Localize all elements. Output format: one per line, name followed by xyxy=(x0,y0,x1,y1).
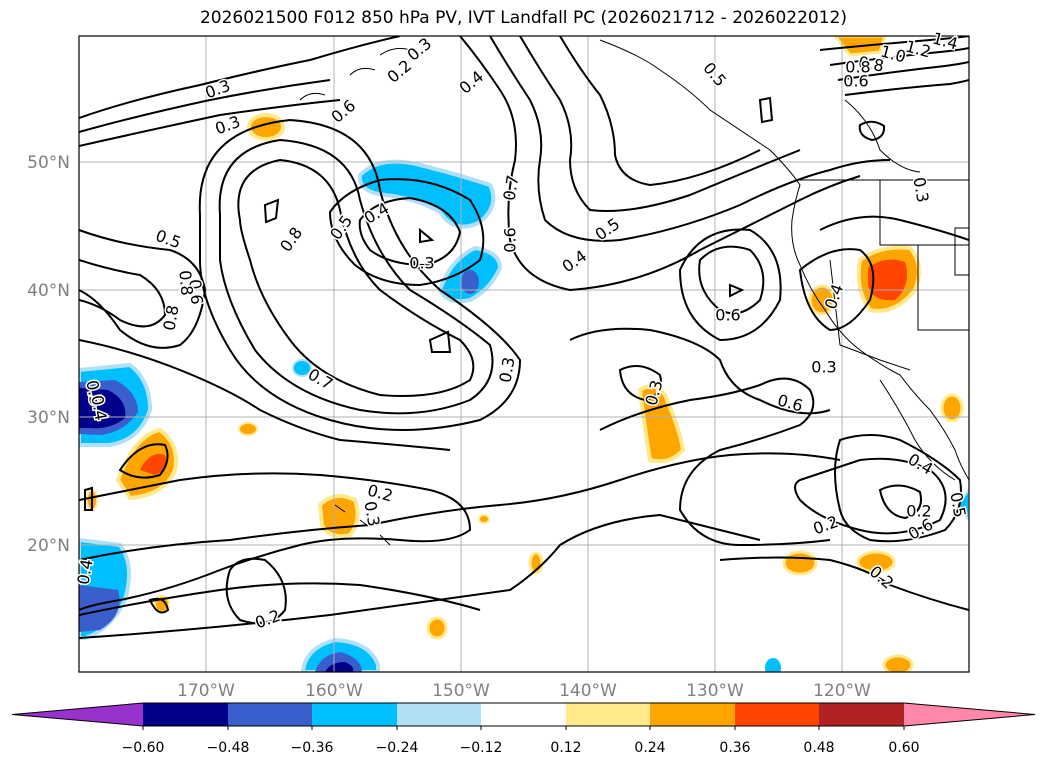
colorbar-tick: −0.60 xyxy=(122,740,165,756)
contour-label: 0.2 xyxy=(906,502,931,521)
gridlines xyxy=(79,36,969,672)
colorbar-ticks: −0.60 −0.48 −0.36 −0.24 −0.12 0.12 0.24 … xyxy=(122,740,920,756)
colorbar-segment xyxy=(481,703,566,726)
coastlines xyxy=(299,39,969,546)
colorbar-tick: −0.48 xyxy=(207,740,250,756)
colorbar-segment xyxy=(143,703,228,726)
contour-label: 0.3 xyxy=(642,378,667,408)
colorbar-segment xyxy=(12,703,143,726)
contour-label: 0.6 xyxy=(715,306,740,325)
contour-label: 0.8 xyxy=(175,269,196,296)
plot-frame xyxy=(78,35,970,673)
lon-label: 130°W xyxy=(686,681,744,701)
lon-label: 150°W xyxy=(432,681,490,701)
axis-labels: 50°N 40°N 30°N 20°N 170°W 160°W 150°W 14… xyxy=(27,153,871,701)
colorbar-segment xyxy=(650,703,735,726)
colorbar-tick: 0.36 xyxy=(719,740,750,756)
colorbar-segment xyxy=(904,703,1035,726)
contour-label: 0.8 xyxy=(845,58,870,77)
contour-label: 0.6 xyxy=(843,72,868,91)
colorbar-tick: −0.24 xyxy=(376,740,419,756)
contour-label: 0.3 xyxy=(82,379,105,407)
contour-label: 0.4 xyxy=(87,394,110,422)
plot-area xyxy=(79,36,969,672)
colorbar-tick: 0.24 xyxy=(634,740,665,756)
contour-label: 0.6 xyxy=(501,227,520,252)
colorbar-segment xyxy=(566,703,650,726)
colorbar-segment xyxy=(735,703,819,726)
lon-label: 170°W xyxy=(177,681,235,701)
contour-labels: 0.30.30.40.60.20.30.5 0.81.01.21.40.80.60… xyxy=(72,27,971,634)
negative-pv-shading xyxy=(79,159,969,672)
map-title: 2026021500 F012 850 hPa PV, IVT Landfall… xyxy=(199,8,847,28)
colorbar-tick: 0.60 xyxy=(888,740,919,756)
colorbar xyxy=(11,702,1036,730)
contour-label: 0.3 xyxy=(409,254,434,273)
pv-contours xyxy=(79,36,969,639)
lon-label: 160°W xyxy=(305,681,363,701)
colorbar-tick: 0.12 xyxy=(550,740,581,756)
colorbar-tick: −0.36 xyxy=(291,740,334,756)
lat-label: 30°N xyxy=(27,408,70,428)
lat-label: 20°N xyxy=(27,536,70,556)
colorbar-segment xyxy=(819,703,904,726)
positive-pv-shading xyxy=(86,36,964,672)
lon-label: 140°W xyxy=(559,681,617,701)
colorbar-tick: −0.12 xyxy=(460,740,503,756)
colorbar-segment xyxy=(397,703,481,726)
contour-label: 0.3 xyxy=(811,358,836,377)
colorbar-segment xyxy=(228,703,312,726)
lon-label: 120°W xyxy=(813,681,871,701)
contour-label: 0.6 xyxy=(185,278,206,305)
lat-label: 40°N xyxy=(27,281,70,301)
lat-label: 50°N xyxy=(27,153,70,173)
colorbar-tick: 0.48 xyxy=(803,740,834,756)
colorbar-segment xyxy=(312,703,397,726)
